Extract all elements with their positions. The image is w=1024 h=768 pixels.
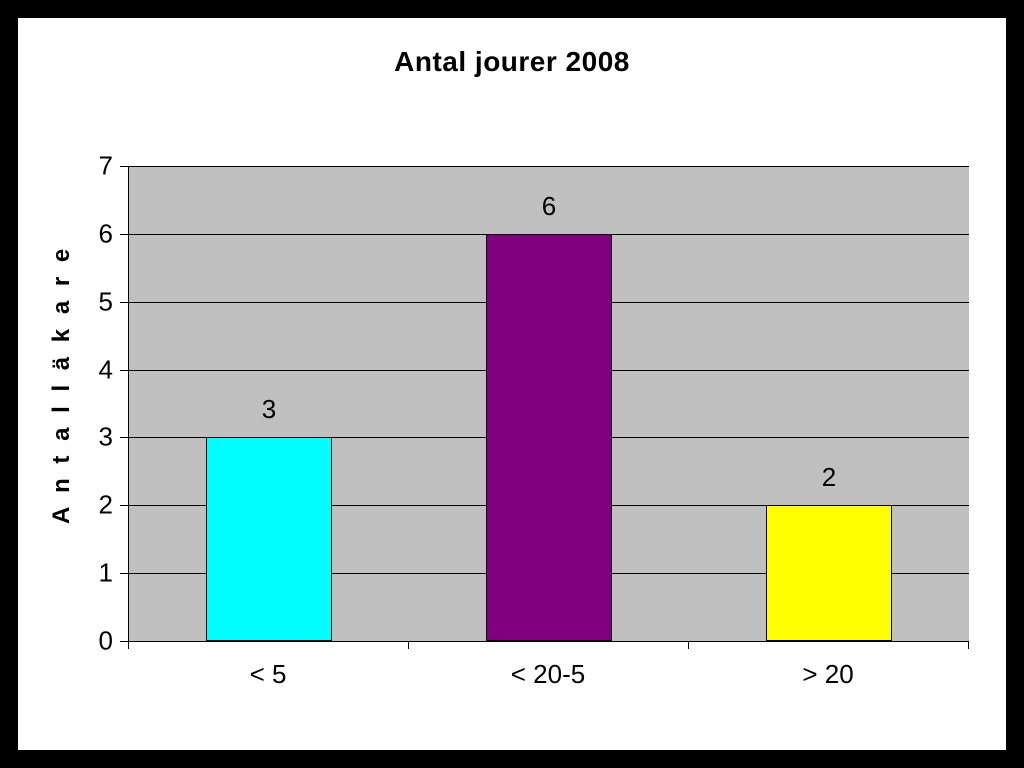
bar-value-label: 3 [239, 394, 299, 425]
x-tick [408, 641, 409, 649]
y-tick-label: 7 [73, 151, 113, 182]
y-tick-label: 1 [73, 558, 113, 589]
chart-frame: Antal jourer 2008 A n t a l l ä k a r e … [0, 0, 1024, 768]
y-tick-label: 6 [73, 218, 113, 249]
x-tick [688, 641, 689, 649]
chart-title: Antal jourer 2008 [18, 46, 1006, 78]
bar-value-label: 6 [519, 191, 579, 222]
x-category-label: > 20 [802, 659, 853, 690]
x-category-label: < 5 [250, 659, 287, 690]
y-tick-label: 3 [73, 422, 113, 453]
y-tick [120, 370, 128, 371]
y-tick [120, 234, 128, 235]
bar [766, 505, 892, 641]
grid-line [129, 166, 969, 167]
y-tick [120, 641, 128, 642]
x-tick [128, 641, 129, 649]
y-tick-label: 5 [73, 286, 113, 317]
bar [206, 437, 332, 641]
bar [486, 234, 612, 641]
y-axis-label: A n t a l l ä k a r e [48, 244, 76, 523]
y-tick-label: 2 [73, 490, 113, 521]
y-tick [120, 166, 128, 167]
x-category-label: < 20-5 [511, 659, 585, 690]
y-tick-label: 0 [73, 626, 113, 657]
bar-value-label: 2 [799, 462, 859, 493]
y-tick-label: 4 [73, 354, 113, 385]
y-tick [120, 573, 128, 574]
plot-area: 3 6 2 [128, 166, 969, 642]
y-tick [120, 437, 128, 438]
y-tick [120, 302, 128, 303]
x-tick [968, 641, 969, 649]
y-tick [120, 505, 128, 506]
